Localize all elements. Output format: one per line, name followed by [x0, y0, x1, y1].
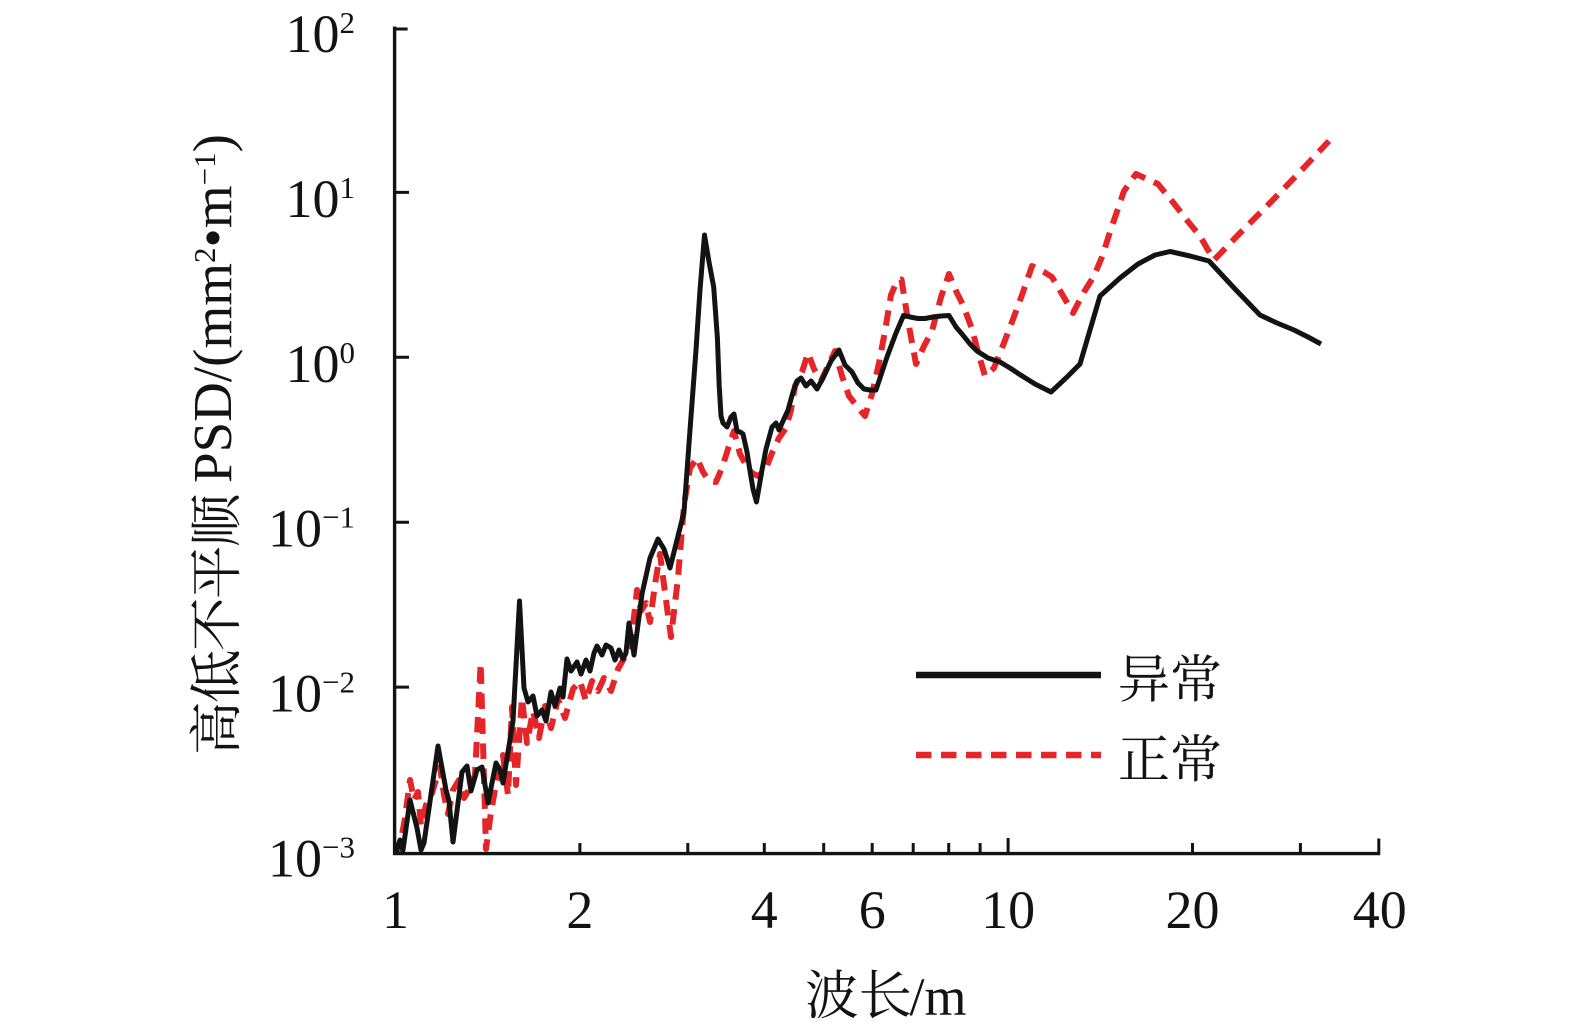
svg-text:101: 101 [286, 169, 356, 229]
svg-text:/m: /m [910, 967, 967, 1027]
svg-text:1: 1 [382, 880, 409, 940]
svg-text:4: 4 [751, 880, 778, 940]
svg-text:20: 20 [1166, 880, 1220, 940]
svg-text:2: 2 [566, 880, 593, 940]
svg-text:6: 6 [859, 880, 886, 940]
svg-text:40: 40 [1353, 880, 1407, 940]
svg-text:102: 102 [286, 4, 356, 64]
svg-text:10: 10 [981, 880, 1035, 940]
svg-text:PSD/(mm2•m−1): PSD/(mm2•m−1) [182, 134, 243, 483]
